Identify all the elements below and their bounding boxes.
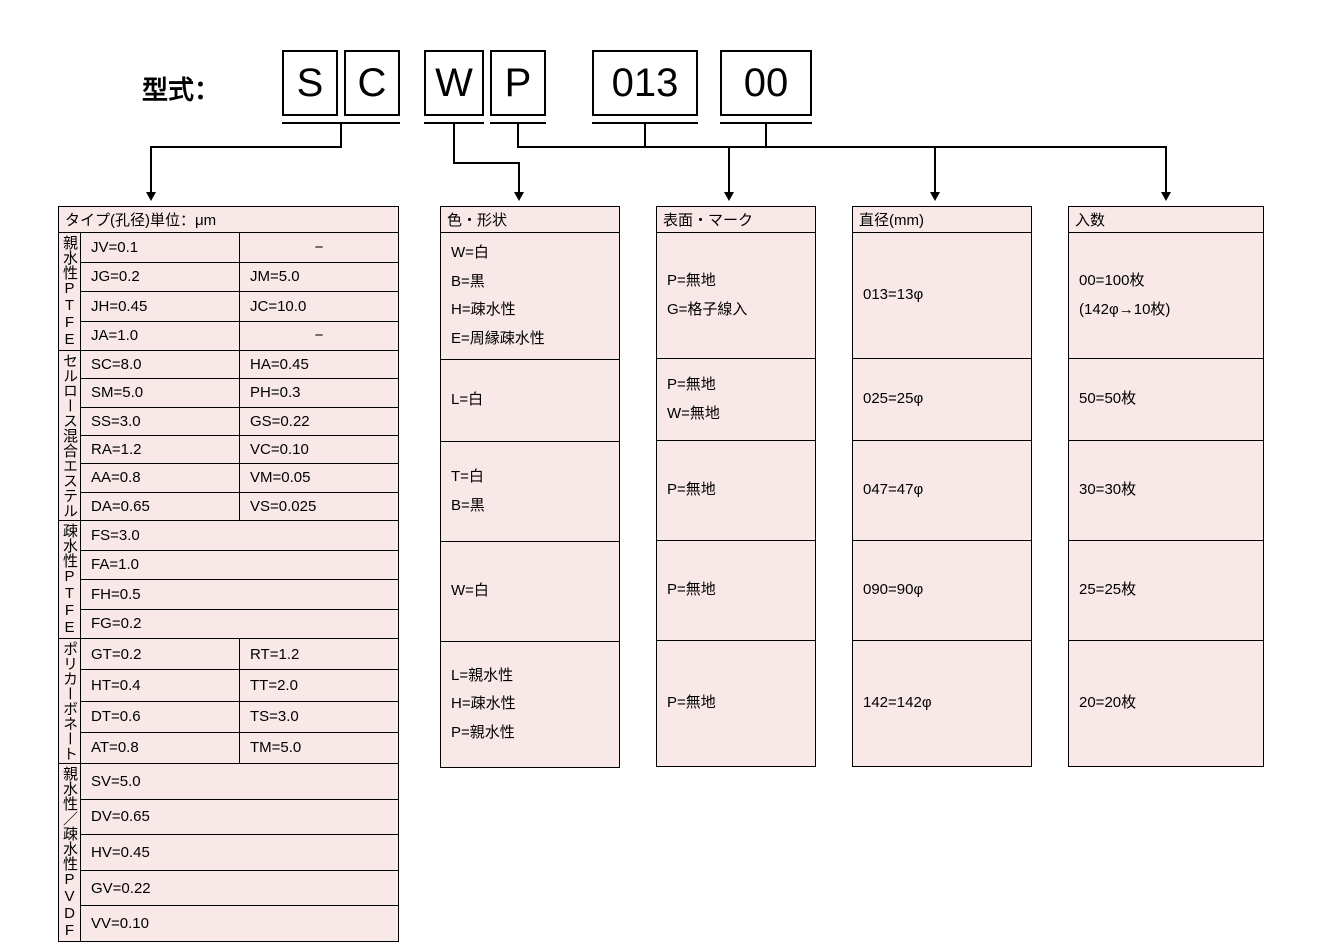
color-cell: W=白: [441, 542, 620, 642]
surface-table: 表面・マーク P=無地G=格子線入 P=無地W=無地 P=無地 P=無地 P=無…: [656, 206, 816, 767]
hbar-2: [453, 162, 520, 164]
type-cell: JC=10.0: [240, 292, 399, 322]
count-cell: 50=50枚: [1069, 359, 1264, 441]
stem-2: [453, 124, 455, 162]
code-box-3: W: [424, 50, 484, 116]
diameter-cell: 013=13φ: [853, 233, 1032, 359]
type-cell: JA=1.0: [81, 321, 240, 351]
type-cell: FH=0.5: [81, 580, 399, 610]
count-cell: 25=25枚: [1069, 541, 1264, 641]
type-cell: FG=0.2: [81, 609, 399, 639]
arrow-1: [146, 192, 156, 201]
type-header: タイプ(孔径)単位：μm: [59, 207, 399, 233]
arrow-2: [514, 192, 524, 201]
arrow-5: [1161, 192, 1171, 201]
stem-3: [517, 124, 519, 146]
model-label: 型式：: [142, 70, 220, 107]
type-cell: TT=2.0: [240, 670, 399, 701]
type-cell: SS=3.0: [81, 407, 240, 435]
surface-cell: P=無地: [657, 441, 816, 541]
type-cell: JV=0.1: [81, 233, 240, 263]
type-cell: TM=5.0: [240, 732, 399, 763]
type-cell: DT=0.6: [81, 701, 240, 732]
drop-2: [518, 162, 520, 192]
type-cell: GV=0.22: [81, 870, 399, 906]
drop-3: [728, 146, 730, 192]
type-cell: JM=5.0: [240, 262, 399, 292]
stem-5: [765, 124, 767, 146]
type-cell: RA=1.2: [81, 435, 240, 463]
count-header: 入数: [1069, 207, 1264, 233]
color-cell: T=白B=黒: [441, 442, 620, 542]
type-cell: DV=0.65: [81, 799, 399, 835]
type-cell: SV=5.0: [81, 764, 399, 800]
cat-cellulose: セルロース混合エステル: [59, 351, 81, 521]
type-cell: FA=1.0: [81, 550, 399, 580]
type-cell: VM=0.05: [240, 464, 399, 492]
diameter-header: 直径(mm): [853, 207, 1032, 233]
type-cell: AT=0.8: [81, 732, 240, 763]
surface-cell: P=無地: [657, 541, 816, 641]
type-cell: VS=0.025: [240, 492, 399, 520]
type-table: タイプ(孔径)単位：μm 親水性PTFE JV=0.1 − JG=0.2 JM=…: [58, 206, 399, 942]
hbar-1: [150, 146, 342, 148]
arrow-3: [724, 192, 734, 201]
code-box-4: P: [490, 50, 546, 116]
count-cell: 00=100枚(142φ→10枚): [1069, 233, 1264, 359]
type-cell: DA=0.65: [81, 492, 240, 520]
color-header: 色・形状: [441, 207, 620, 233]
code-box-5: 013: [592, 50, 698, 116]
drop-5: [1165, 146, 1167, 192]
arrow-4: [930, 192, 940, 201]
cat-pvdf: 親水性／疎水性PVDF: [59, 764, 81, 942]
type-cell: GS=0.22: [240, 407, 399, 435]
stem-1: [340, 124, 342, 146]
type-cell: HT=0.4: [81, 670, 240, 701]
diameter-cell: 025=25φ: [853, 359, 1032, 441]
type-cell: PH=0.3: [240, 379, 399, 407]
type-cell: SM=5.0: [81, 379, 240, 407]
color-table: 色・形状 W=白B=黒H=疎水性E=周縁疎水性 L=白 T=白B=黒 W=白 L…: [440, 206, 620, 768]
stem-4: [644, 124, 646, 146]
surface-cell: P=無地W=無地: [657, 359, 816, 441]
type-cell: AA=0.8: [81, 464, 240, 492]
type-cell: VC=0.10: [240, 435, 399, 463]
type-cell: VV=0.10: [81, 906, 399, 942]
count-cell: 20=20枚: [1069, 641, 1264, 767]
cat-ptfe-hydrophilic: 親水性PTFE: [59, 233, 81, 351]
drop-4: [934, 146, 936, 192]
hbar-5: [765, 146, 1167, 148]
color-cell: W=白B=黒H=疎水性E=周縁疎水性: [441, 233, 620, 360]
cat-ptfe-hydrophobic: 疎水性PTFE: [59, 521, 81, 639]
type-cell: −: [240, 321, 399, 351]
count-cell: 30=30枚: [1069, 441, 1264, 541]
surface-cell: P=無地: [657, 641, 816, 767]
surface-cell: P=無地G=格子線入: [657, 233, 816, 359]
code-box-1: S: [282, 50, 338, 116]
diameter-cell: 090=90φ: [853, 541, 1032, 641]
type-cell: FS=3.0: [81, 521, 399, 551]
type-cell: RT=1.2: [240, 639, 399, 670]
type-cell: −: [240, 233, 399, 263]
color-cell: L=白: [441, 360, 620, 442]
code-box-6: 00: [720, 50, 812, 116]
type-cell: SC=8.0: [81, 351, 240, 379]
type-cell: GT=0.2: [81, 639, 240, 670]
count-table: 入数 00=100枚(142φ→10枚) 50=50枚 30=30枚 25=25…: [1068, 206, 1264, 767]
diameter-cell: 047=47φ: [853, 441, 1032, 541]
drop-1: [150, 146, 152, 192]
diameter-table: 直径(mm) 013=13φ 025=25φ 047=47φ 090=90φ 1…: [852, 206, 1032, 767]
type-cell: TS=3.0: [240, 701, 399, 732]
surface-header: 表面・マーク: [657, 207, 816, 233]
diameter-cell: 142=142φ: [853, 641, 1032, 767]
color-cell: L=親水性H=疎水性P=親水性: [441, 642, 620, 768]
cat-polycarbonate: ポリカーボネート: [59, 639, 81, 764]
type-cell: JH=0.45: [81, 292, 240, 322]
type-cell: HV=0.45: [81, 835, 399, 871]
type-cell: JG=0.2: [81, 262, 240, 292]
type-cell: HA=0.45: [240, 351, 399, 379]
code-box-2: C: [344, 50, 400, 116]
